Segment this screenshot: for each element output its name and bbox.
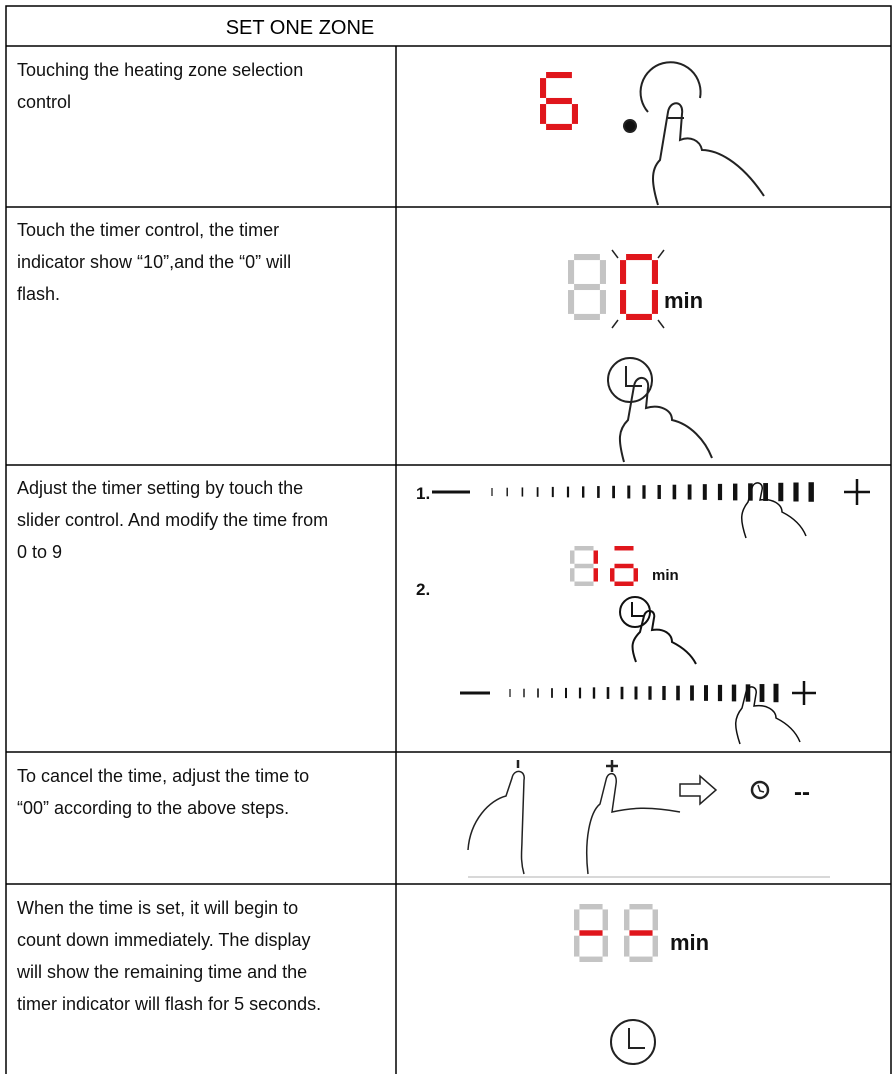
segment — [629, 930, 653, 936]
segment — [574, 254, 600, 261]
step-label: 1. — [416, 484, 430, 503]
instruction-line: Touch the timer control, the timer — [17, 220, 279, 240]
segment — [629, 904, 653, 910]
segment — [540, 104, 547, 124]
segment — [593, 550, 598, 564]
instruction-line: will show the remaining time and the — [16, 962, 307, 982]
segment — [568, 260, 575, 284]
segment — [602, 909, 608, 931]
instruction-line: Touching the heating zone selection — [17, 60, 303, 80]
segment — [574, 563, 594, 569]
unit-label: min — [652, 567, 679, 584]
segment — [579, 904, 603, 910]
step-label: 2. — [416, 580, 430, 599]
segment — [574, 581, 594, 586]
instruction-line: slider control. And modify the time from — [17, 510, 328, 530]
instruction-line: 0 to 9 — [17, 542, 62, 562]
illustration-timer — [568, 249, 713, 463]
illustration-slider — [432, 479, 870, 745]
illustration-zone — [540, 61, 765, 206]
segment — [571, 104, 578, 124]
illustration-cancel — [467, 760, 830, 878]
segment — [626, 313, 652, 320]
illustration-countdown — [574, 904, 658, 1065]
segment — [651, 290, 658, 314]
instruction-line: flash. — [17, 284, 60, 304]
segment — [568, 290, 575, 314]
instruction-line: timer indicator will flash for 5 seconds… — [17, 994, 321, 1014]
unit-label: min — [664, 288, 703, 313]
segment — [652, 935, 658, 957]
table-grid — [5, 5, 892, 1074]
segment — [602, 935, 608, 957]
segment — [579, 956, 603, 962]
segment — [599, 290, 606, 314]
segment — [610, 568, 615, 582]
segment — [620, 260, 627, 284]
segment — [652, 909, 658, 931]
instruction-line: To cancel the time, adjust the time to — [17, 766, 309, 786]
segment — [546, 123, 572, 130]
segment — [540, 78, 547, 98]
instruction-line: control — [17, 92, 71, 112]
instruction-line: When the time is set, it will begin to — [17, 898, 298, 918]
segment — [574, 283, 600, 291]
segment — [574, 935, 580, 957]
segment — [633, 568, 638, 582]
segment — [614, 563, 634, 569]
segment — [620, 290, 627, 314]
segment — [599, 260, 606, 284]
segment — [614, 581, 634, 586]
segment — [614, 546, 634, 551]
blank-display: -- — [794, 779, 810, 806]
instruction-line: indicator show “10”,and the “0” will — [17, 252, 291, 272]
segment — [570, 568, 575, 582]
instruction-line: “00” according to the above steps. — [17, 798, 289, 818]
segment — [546, 97, 572, 105]
segment — [626, 254, 652, 261]
segment — [574, 313, 600, 320]
segment — [629, 956, 653, 962]
segment — [579, 930, 603, 936]
segment — [624, 909, 630, 931]
instruction-line: count down immediately. The display — [17, 930, 310, 950]
segment — [593, 568, 598, 582]
segment — [651, 260, 658, 284]
segment — [574, 909, 580, 931]
segment — [570, 550, 575, 564]
segment — [546, 72, 572, 79]
segment — [574, 546, 594, 551]
unit-label: min — [670, 930, 709, 955]
instruction-line: Adjust the timer setting by touch the — [17, 478, 303, 498]
title: SET ONE ZONE — [226, 17, 375, 39]
segment — [624, 935, 630, 957]
